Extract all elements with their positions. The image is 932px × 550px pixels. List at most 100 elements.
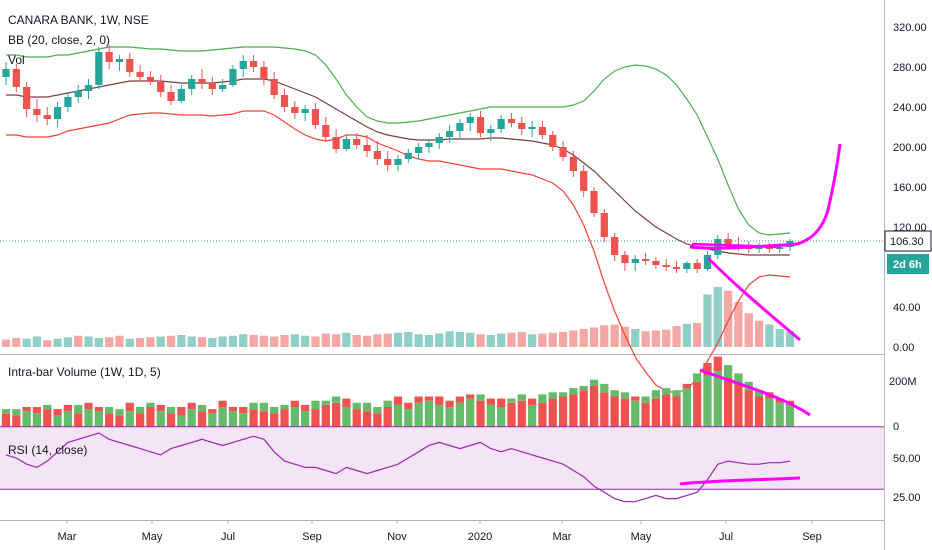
volume-bar: [404, 332, 413, 347]
candle-body: [363, 145, 371, 151]
volume-bar: [620, 326, 630, 347]
intrabar-bar-top: [393, 396, 403, 405]
volume-bar: [352, 335, 361, 347]
volume-bar: [63, 337, 73, 347]
volume-bar: [321, 333, 330, 347]
intrabar-bar-top: [22, 407, 31, 412]
volume-bar: [84, 336, 93, 347]
volume-bar: [476, 334, 485, 347]
intrabar-bar-top: [723, 365, 733, 378]
intrabar-bar: [12, 415, 21, 428]
candle-body: [23, 87, 31, 109]
candle-body: [33, 109, 41, 115]
candle-body: [611, 237, 619, 255]
intrabar-bar: [352, 409, 361, 428]
volume-bar: [362, 335, 372, 347]
intrabar-bar-top: [125, 402, 134, 412]
intrabar-bar: [146, 407, 155, 428]
intrabar-bar-top: [321, 400, 330, 405]
intrabar-bar: [280, 409, 289, 428]
price-tick-label: 200.00: [893, 142, 927, 154]
volume-bar: [662, 329, 671, 347]
intrabar-bar-top: [290, 400, 299, 407]
time-tick-label: Mar: [553, 531, 572, 543]
candle-body: [518, 123, 526, 129]
annotation-rsi-line: [679, 476, 801, 486]
intrabar-bar-top: [455, 396, 465, 403]
intrabar-bar: [177, 415, 186, 428]
intrabar-bar-top: [228, 407, 238, 412]
volume-bar: [74, 335, 83, 347]
intrabar-bar-top: [476, 394, 485, 401]
intrabar-bar: [538, 402, 547, 428]
candle-body: [487, 129, 495, 133]
volume-bar: [115, 335, 124, 347]
price-tick-label: 40.00: [893, 302, 921, 314]
intrabar-bar: [115, 415, 124, 428]
intrabar-bar-top: [734, 373, 743, 384]
intrabar-bar: [290, 407, 299, 428]
candle-body: [672, 267, 681, 269]
volume-bar: [734, 302, 743, 347]
volume-bar: [589, 327, 599, 347]
intrabar-bar: [84, 409, 93, 428]
candle-body: [507, 119, 516, 123]
intrabar-bar-top: [693, 373, 702, 382]
time-tick-label: Jul: [719, 531, 733, 543]
candle-body: [177, 89, 185, 101]
intrabar-bar-top: [301, 404, 310, 412]
intrabar-bar-top: [311, 400, 320, 410]
intrabar-bar-top: [12, 409, 21, 416]
intrabar-bar: [517, 400, 526, 428]
price-pane[interactable]: [0, 45, 884, 394]
volume-bar: [775, 329, 784, 347]
intrabar-bar-top: [775, 398, 784, 403]
axes-layer: 320.00280.00240.00200.00160.00120.0040.0…: [58, 22, 927, 543]
candle-body: [342, 139, 351, 149]
candle-body: [755, 247, 763, 249]
intrabar-bar: [476, 400, 485, 428]
volume-bar: [166, 335, 176, 347]
intrabar-bar: [373, 413, 382, 428]
last-price-text: 106.30: [890, 236, 924, 248]
intrabar-bar-top: [517, 394, 526, 401]
candle-body: [157, 82, 165, 92]
intrabar-bar: [713, 371, 722, 428]
intrabar-bar: [362, 411, 372, 428]
intrabar-bar: [74, 413, 83, 428]
intrabar-bar: [239, 413, 248, 428]
intrabar-volume-pane[interactable]: [1, 356, 795, 428]
volume-bar: [435, 333, 444, 347]
volume-bar: [424, 335, 434, 347]
intrabar-bar-top: [187, 402, 196, 410]
intrabar-bar-top: [662, 388, 671, 395]
intrabar-bar-top: [620, 392, 630, 399]
candle-body: [538, 127, 547, 135]
intrabar-bar-top: [600, 383, 609, 393]
intrabar-bar-top: [466, 394, 475, 399]
intrabar-bar-top: [63, 404, 73, 412]
volume-bar: [466, 332, 475, 347]
volume-bar: [765, 324, 774, 347]
candle-body: [229, 69, 237, 85]
volume-bar: [455, 332, 465, 347]
intrabar-bar: [754, 396, 764, 428]
time-tick-label: Mar: [58, 531, 77, 543]
candle-body: [291, 107, 299, 113]
intrabar-bar-top: [682, 383, 691, 389]
intrabar-bar-top: [43, 404, 52, 410]
intrabar-bar: [569, 394, 578, 428]
countdown-text: 2d 6h: [893, 259, 922, 271]
volume-bar: [135, 338, 145, 347]
rsi-legend: RSI (14, close): [8, 443, 87, 457]
volume-bar: [187, 336, 196, 347]
candle-body: [703, 255, 712, 269]
candle-body: [12, 69, 20, 87]
intrabar-bar: [197, 411, 207, 428]
intrabar-bar-top: [424, 396, 434, 401]
rsi-pane[interactable]: [0, 426, 884, 503]
intrabar-bar: [135, 413, 145, 428]
intrabar-bar: [424, 400, 434, 428]
candle-body: [301, 109, 309, 113]
